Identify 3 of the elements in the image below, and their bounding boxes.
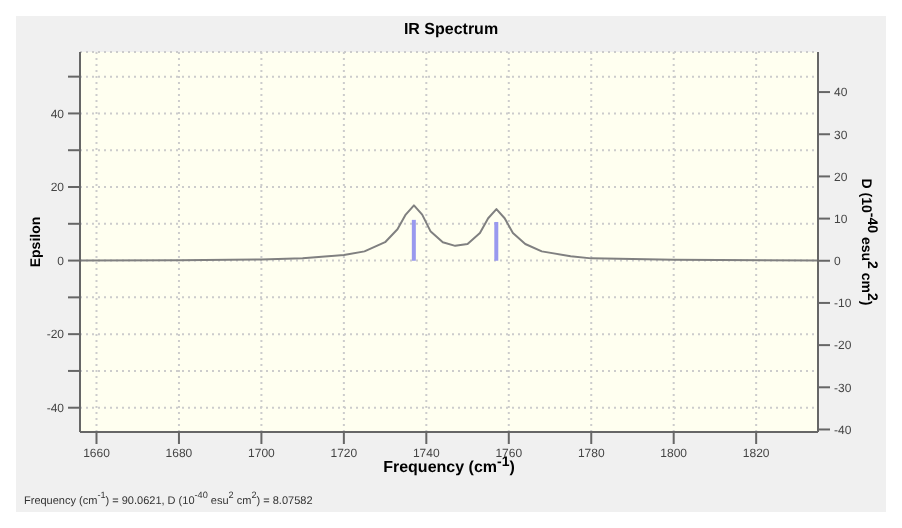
line-series xyxy=(80,204,818,262)
chart-title: IR Spectrum xyxy=(403,20,499,38)
x-axis-title: Frequency (cm$^{-1}$) xyxy=(383,455,516,476)
